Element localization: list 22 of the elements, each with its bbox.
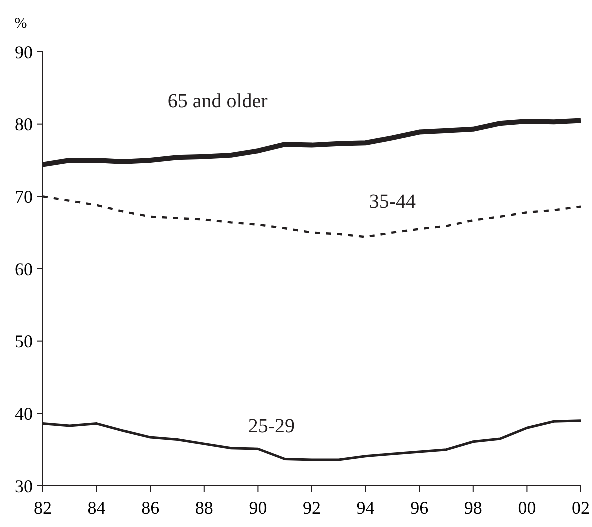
series-label: 35-44 bbox=[369, 191, 416, 214]
y-tick-label: 30 bbox=[15, 476, 33, 496]
x-tick-label: 96 bbox=[410, 498, 429, 518]
y-axis-title: % bbox=[14, 16, 28, 32]
y-tick-label: 50 bbox=[15, 332, 33, 352]
y-tick-label: 60 bbox=[15, 259, 33, 280]
series-label: 65 and older bbox=[168, 90, 268, 113]
x-tick-label: 94 bbox=[356, 498, 375, 518]
y-tick-label: 40 bbox=[15, 404, 33, 424]
y-tick-label: 90 bbox=[15, 42, 33, 62]
x-tick-label: 98 bbox=[464, 498, 482, 518]
series-label: 25-29 bbox=[248, 415, 295, 438]
x-tick-label: 86 bbox=[142, 498, 160, 518]
x-tick-label: 90 bbox=[249, 498, 268, 518]
x-tick-label: 02 bbox=[572, 498, 590, 518]
x-tick-label: 00 bbox=[518, 498, 536, 518]
y-tick-label: 70 bbox=[15, 186, 33, 207]
x-tick-label: 84 bbox=[88, 498, 106, 518]
x-tick-label: 82 bbox=[34, 498, 52, 518]
y-tick-label: 80 bbox=[15, 114, 33, 135]
x-tick-label: 88 bbox=[195, 498, 214, 518]
x-tick-label: 92 bbox=[303, 498, 321, 518]
